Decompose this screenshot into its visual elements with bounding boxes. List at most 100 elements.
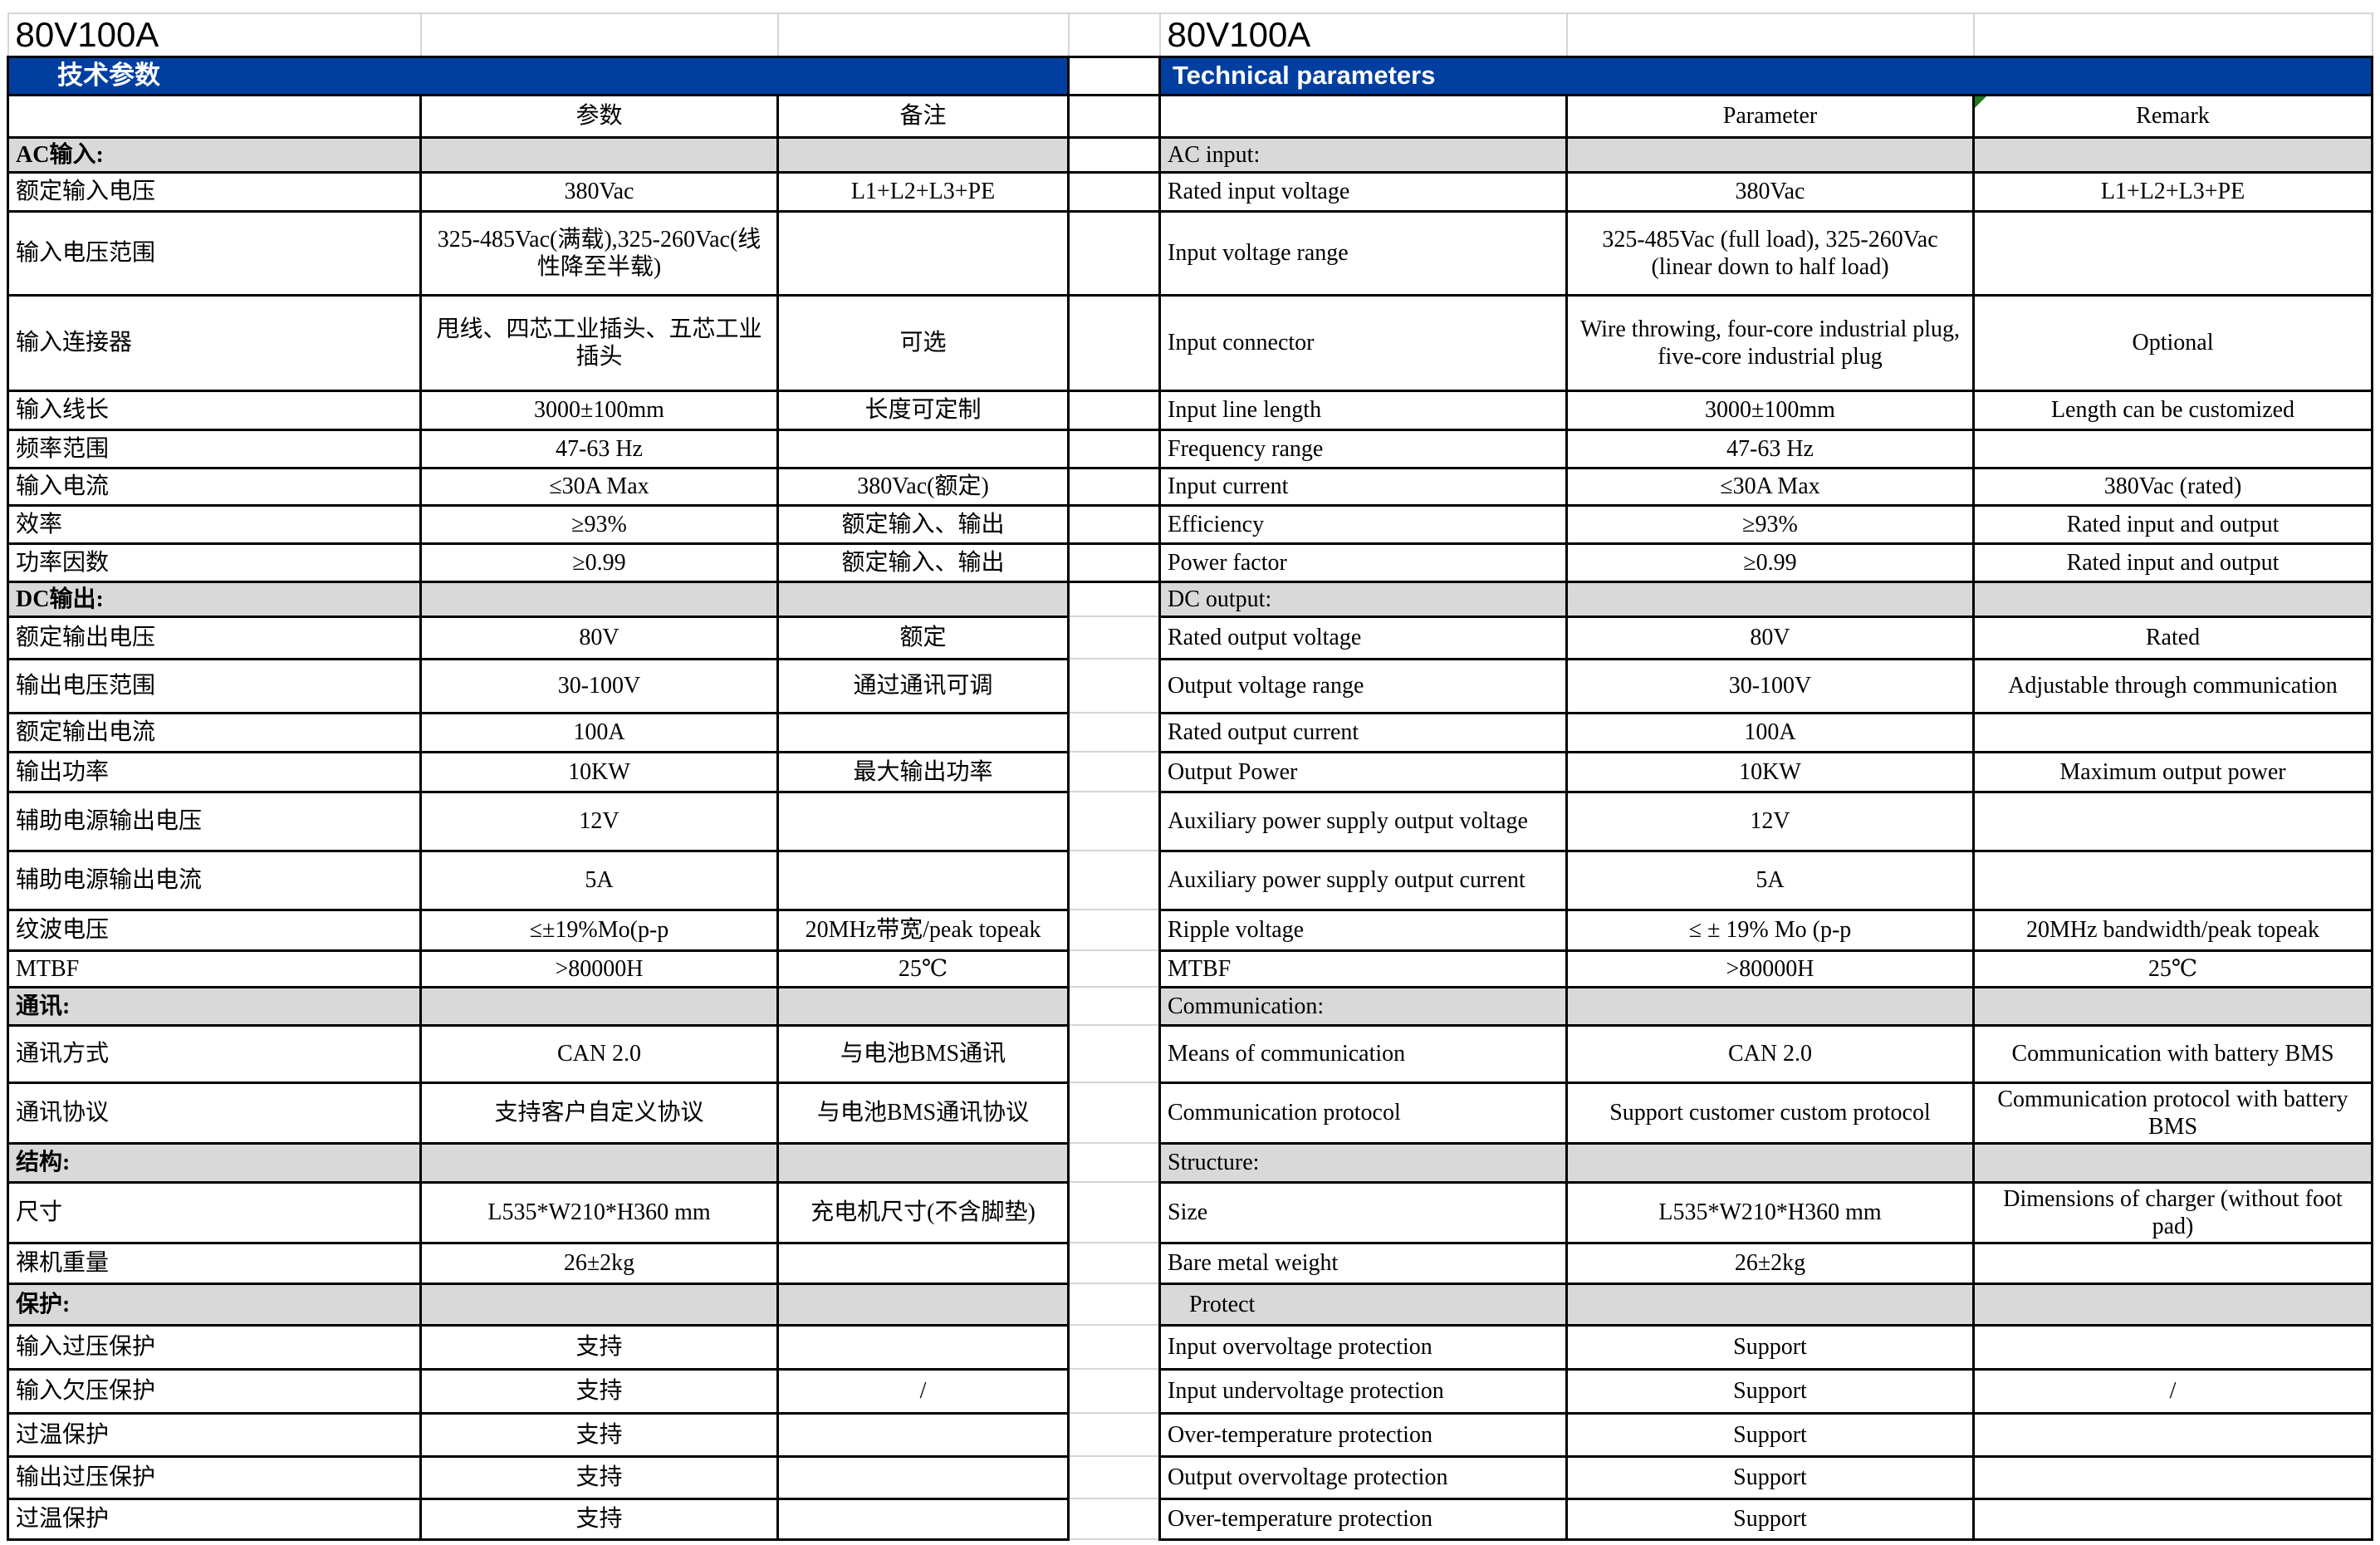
table-gap-cell[interactable]: [1067, 581, 1161, 618]
table-gap-cell[interactable]: [1067, 135, 1161, 174]
param-remark[interactable]: Rated input and output: [1972, 542, 2373, 583]
param-label[interactable]: Efficiency: [1158, 503, 1568, 545]
param-remark[interactable]: /: [776, 1367, 1070, 1415]
param-value[interactable]: 380Vac: [419, 170, 779, 213]
param-remark[interactable]: 380Vac(额定): [776, 466, 1070, 507]
param-value[interactable]: 12V: [419, 790, 779, 852]
param-label[interactable]: 效率: [7, 503, 422, 545]
right-table-title[interactable]: 80V100A: [1158, 12, 1568, 58]
table-gap-cell[interactable]: [1067, 850, 1161, 911]
param-value[interactable]: 支持: [419, 1497, 779, 1541]
param-remark[interactable]: 通过通讯可调: [776, 657, 1070, 714]
title-empty-cell[interactable]: [776, 12, 1070, 58]
param-value[interactable]: 325-485Vac(满载),325-260Vac(线性降至半载): [419, 209, 779, 297]
param-value[interactable]: 10KW: [419, 750, 779, 793]
section-header-cell[interactable]: Protect: [1158, 1282, 1568, 1327]
param-remark[interactable]: [776, 849, 1070, 911]
param-value[interactable]: L535*W210*H360 mm: [1565, 1180, 1975, 1244]
section-header-cell[interactable]: [776, 135, 1070, 174]
section-header-cell[interactable]: [1565, 1282, 1975, 1327]
param-value[interactable]: 10KW: [1565, 750, 1975, 793]
param-remark[interactable]: [1972, 209, 2373, 297]
param-label[interactable]: Frequency range: [1158, 428, 1568, 469]
table-gap-cell[interactable]: [1067, 293, 1161, 392]
param-remark[interactable]: 额定输入、输出: [776, 542, 1070, 583]
param-label[interactable]: Power factor: [1158, 542, 1568, 583]
table-gap-cell[interactable]: [1067, 1242, 1161, 1285]
param-remark[interactable]: [776, 711, 1070, 753]
param-remark[interactable]: [1972, 711, 2373, 753]
param-value[interactable]: 12V: [1565, 790, 1975, 852]
section-header-cell[interactable]: 保护:: [7, 1282, 422, 1327]
param-value[interactable]: 47-63 Hz: [419, 428, 779, 469]
param-remark[interactable]: 25℃: [1972, 949, 2373, 988]
param-remark[interactable]: [1972, 849, 2373, 911]
param-value[interactable]: >80000H: [419, 949, 779, 988]
param-label[interactable]: 额定输入电压: [7, 170, 422, 213]
param-value[interactable]: ≤ ± 19% Mo (p-p: [1565, 908, 1975, 952]
param-value[interactable]: 支持: [419, 1454, 779, 1500]
table-gap-cell[interactable]: [1067, 1181, 1161, 1244]
left-table-title[interactable]: 80V100A: [7, 12, 422, 58]
param-label[interactable]: 通讯协议: [7, 1081, 422, 1145]
param-label[interactable]: Input overvoltage protection: [1158, 1323, 1568, 1371]
param-label[interactable]: Size: [1158, 1180, 1568, 1244]
section-header-cell[interactable]: AC输入:: [7, 135, 422, 174]
param-remark[interactable]: Communication protocol with battery BMS: [1972, 1081, 2373, 1145]
table-gap-cell[interactable]: [1067, 751, 1161, 793]
param-remark[interactable]: Rated input and output: [1972, 503, 2373, 545]
table-gap-cell[interactable]: [1067, 389, 1161, 431]
right-table-banner[interactable]: Technical parameters: [1158, 55, 2373, 96]
param-label[interactable]: Input connector: [1158, 293, 1568, 392]
table-gap-cell[interactable]: [1067, 542, 1161, 583]
param-remark[interactable]: [776, 1454, 1070, 1500]
param-value[interactable]: 30-100V: [1565, 657, 1975, 714]
param-remark[interactable]: Adjustable through communication: [1972, 657, 2373, 714]
section-header-cell[interactable]: 通讯:: [7, 985, 422, 1027]
param-value[interactable]: Support customer custom protocol: [1565, 1081, 1975, 1145]
param-label[interactable]: Input current: [1158, 466, 1568, 507]
corner-cell[interactable]: [7, 93, 422, 139]
section-header-cell[interactable]: [776, 580, 1070, 618]
param-label[interactable]: Over-temperature protection: [1158, 1497, 1568, 1541]
section-header-cell[interactable]: [419, 580, 779, 618]
param-label[interactable]: Over-temperature protection: [1158, 1411, 1568, 1458]
table-gap-cell[interactable]: [1067, 1368, 1161, 1415]
section-header-cell[interactable]: [1565, 580, 1975, 618]
section-header-cell[interactable]: [419, 1282, 779, 1327]
param-remark[interactable]: 20MHz带宽/peak topeak: [776, 908, 1070, 952]
table-gap-cell[interactable]: [1067, 1455, 1161, 1500]
param-label[interactable]: 额定输出电压: [7, 615, 422, 660]
param-value[interactable]: ≤30A Max: [419, 466, 779, 507]
param-label[interactable]: 辅助电源输出电流: [7, 849, 422, 911]
param-label[interactable]: Input line length: [1158, 389, 1568, 431]
param-label[interactable]: 过温保护: [7, 1497, 422, 1541]
param-label[interactable]: 输出过压保护: [7, 1454, 422, 1500]
param-label[interactable]: 输入线长: [7, 389, 422, 431]
section-header-cell[interactable]: DC output:: [1158, 580, 1568, 618]
param-remark[interactable]: [1972, 1411, 2373, 1458]
param-remark[interactable]: L1+L2+L3+PE: [1972, 170, 2373, 213]
remark-column-header[interactable]: Remark: [1972, 93, 2373, 139]
param-remark[interactable]: Optional: [1972, 293, 2373, 392]
param-remark[interactable]: [776, 1241, 1070, 1285]
param-remark[interactable]: [776, 1323, 1070, 1371]
param-value[interactable]: ≥93%: [1565, 503, 1975, 545]
section-header-cell[interactable]: [419, 985, 779, 1027]
param-remark[interactable]: 额定: [776, 615, 1070, 660]
section-header-cell[interactable]: [1972, 580, 2373, 618]
title-empty-cell[interactable]: [1565, 12, 1975, 58]
param-value[interactable]: 5A: [419, 849, 779, 911]
param-value[interactable]: CAN 2.0: [1565, 1023, 1975, 1084]
table-gap-cell[interactable]: [1067, 1324, 1161, 1371]
param-remark[interactable]: [776, 1497, 1070, 1541]
section-header-cell[interactable]: [1972, 985, 2373, 1027]
section-header-cell[interactable]: [1972, 1282, 2373, 1327]
section-header-cell[interactable]: [776, 985, 1070, 1027]
param-label[interactable]: Rated output current: [1158, 711, 1568, 753]
table-gap-cell[interactable]: [1067, 791, 1161, 852]
param-remark[interactable]: [1972, 790, 2373, 852]
param-label[interactable]: 尺寸: [7, 1180, 422, 1244]
param-value[interactable]: ≥0.99: [419, 542, 779, 583]
param-label[interactable]: Means of communication: [1158, 1023, 1568, 1084]
